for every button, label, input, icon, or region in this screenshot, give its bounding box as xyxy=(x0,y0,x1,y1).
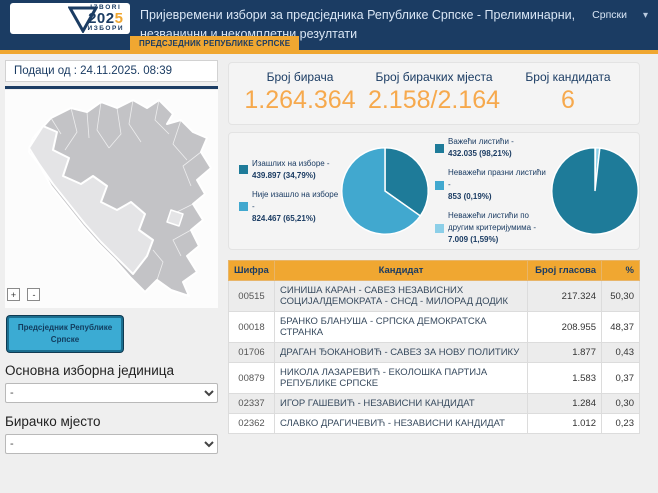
cell-candidate: БРАНКО БЛАНУША - СРПСКА ДЕМОКРАТСКА СТРА… xyxy=(275,312,528,343)
cell-code: 01706 xyxy=(229,343,275,363)
header: IZBORI 2025 ИЗБОРИ Пријевремени избори з… xyxy=(0,0,658,50)
stat-value: 1.264.364 xyxy=(233,86,367,115)
legend-item: Неважећи празни листићи -853 (0,19%) xyxy=(435,167,549,203)
legend-swatch xyxy=(435,181,444,190)
main-content: Број бирача 1.264.364 Број бирачких мјес… xyxy=(228,62,640,434)
turnout-pie-chart xyxy=(339,145,431,237)
ballots-pie-chart xyxy=(549,145,641,237)
map-panel[interactable]: + - xyxy=(5,90,218,308)
stat-value: 6 xyxy=(501,86,635,115)
table-row[interactable]: 02337ИГОР ГАШЕВИЋ - НЕЗАВИСНИ КАНДИДАТ1.… xyxy=(229,394,640,414)
table-header-row: Шифра Кандидат Број гласова % xyxy=(229,261,640,281)
col-header-candidate: Кандидат xyxy=(275,261,528,281)
legend-item: Није изашло на изборе -824.467 (65,21%) xyxy=(239,189,339,225)
cell-votes: 1.877 xyxy=(528,343,602,363)
cell-code: 00018 xyxy=(229,312,275,343)
table-row[interactable]: 01706ДРАГАН ЂОКАНОВИЋ - САВЕЗ ЗА НОВУ ПО… xyxy=(229,343,640,363)
pie-slice xyxy=(552,148,638,234)
bosnia-map[interactable] xyxy=(5,90,218,302)
president-rs-map-button[interactable]: Предсједник Републике Српске xyxy=(7,316,123,352)
cell-candidate: СЛАВКО ДРАГИЧЕВИЋ - НЕЗАВИСНИ КАНДИДАТ xyxy=(275,414,528,434)
legend-text: Важећи листићи -432.035 (98,21%) xyxy=(448,136,514,160)
legend-text: Неважећи листићи по другим критеријумима… xyxy=(448,210,549,246)
cell-code: 00515 xyxy=(229,281,275,312)
electoral-unit-select[interactable]: - xyxy=(5,383,218,403)
data-timestamp: Подаци од : 24.11.2025. 08:39 xyxy=(5,60,218,82)
cell-code: 00879 xyxy=(229,363,275,394)
polling-station-select[interactable]: - xyxy=(5,434,218,454)
results-table: Шифра Кандидат Број гласова % 00515СИНИШ… xyxy=(228,260,640,434)
legend-item: Неважећи листићи по другим критеријумима… xyxy=(435,210,549,246)
legend-item: Изашлих на изборе -439.897 (34,79%) xyxy=(239,158,339,182)
map-zoom-controls: + - xyxy=(7,288,43,306)
cell-code: 02337 xyxy=(229,394,275,414)
sidebar: Подаци од : 24.11.2025. 08:39 xyxy=(5,60,218,454)
language-label: Српски xyxy=(592,9,627,21)
table-row[interactable]: 02362СЛАВКО ДРАГИЧЕВИЋ - НЕЗАВИСНИ КАНДИ… xyxy=(229,414,640,434)
turnout-legend: Изашлих на изборе -439.897 (34,79%) Није … xyxy=(235,158,339,225)
legend-text: Није изашло на изборе -824.467 (65,21%) xyxy=(252,189,339,225)
results-table-body: 00515СИНИША КАРАН - САВЕЗ НЕЗАВИСНИХ СОЦ… xyxy=(229,281,640,434)
stat-label: Број кандидата xyxy=(501,70,635,84)
pie-charts-panel: Изашлих на изборе -439.897 (34,79%) Није … xyxy=(228,132,640,250)
cell-votes: 1.012 xyxy=(528,414,602,434)
cell-percent: 48,37 xyxy=(602,312,640,343)
summary-stats-panel: Број бирача 1.264.364 Број бирачких мјес… xyxy=(228,62,640,125)
electoral-unit-label: Основна изборна јединица xyxy=(5,363,218,378)
chevron-down-icon: ▾ xyxy=(643,10,648,21)
col-header-percent: % xyxy=(602,261,640,281)
app: IZBORI 2025 ИЗБОРИ Пријевремени избори з… xyxy=(0,0,658,493)
stat-polling-stations: Број бирачких мјеста 2.158/2.164 xyxy=(367,70,501,115)
cell-candidate: СИНИША КАРАН - САВЕЗ НЕЗАВИСНИХ СОЦИЈАЛД… xyxy=(275,281,528,312)
header-accent-strip xyxy=(0,50,658,54)
cell-code: 02362 xyxy=(229,414,275,434)
cell-votes: 1.284 xyxy=(528,394,602,414)
cell-candidate: ДРАГАН ЂОКАНОВИЋ - САВЕЗ ЗА НОВУ ПОЛИТИК… xyxy=(275,343,528,363)
cell-percent: 0,43 xyxy=(602,343,640,363)
table-row[interactable]: 00879НИКОЛА ЛАЗАРЕВИЋ - ЕКОЛОШКА ПАРТИЈА… xyxy=(229,363,640,394)
stat-voters: Број бирача 1.264.364 xyxy=(233,70,367,115)
cell-percent: 0,37 xyxy=(602,363,640,394)
cell-votes: 217.324 xyxy=(528,281,602,312)
ballots-legend: Важећи листићи -432.035 (98,21%) Неважећи… xyxy=(431,136,549,246)
polling-station-label: Бирачко мјесто xyxy=(5,414,218,429)
logo-year: 2025 xyxy=(88,11,123,26)
legend-swatch xyxy=(435,144,444,153)
legend-swatch xyxy=(239,165,248,174)
table-row[interactable]: 00515СИНИША КАРАН - САВЕЗ НЕЗАВИСНИХ СОЦ… xyxy=(229,281,640,312)
legend-text: Изашлих на изборе -439.897 (34,79%) xyxy=(252,158,330,182)
legend-item: Важећи листићи -432.035 (98,21%) xyxy=(435,136,549,160)
cell-percent: 0,23 xyxy=(602,414,640,434)
stat-label: Број бирачких мјеста xyxy=(367,70,501,84)
col-header-votes: Број гласова xyxy=(528,261,602,281)
results-table-wrap: Шифра Кандидат Број гласова % 00515СИНИШ… xyxy=(228,260,640,434)
cell-votes: 1.583 xyxy=(528,363,602,394)
legend-swatch xyxy=(435,224,444,233)
tab-president-rs[interactable]: ПРЕДСЈЕДНИК РЕПУБЛИКЕ СРПСКЕ xyxy=(130,36,299,51)
stat-value: 2.158/2.164 xyxy=(367,86,501,115)
stat-label: Број бирача xyxy=(233,70,367,84)
cell-percent: 50,30 xyxy=(602,281,640,312)
stat-candidates: Број кандидата 6 xyxy=(501,70,635,115)
logo-bottom-text: ИЗБОРИ xyxy=(88,26,124,33)
cell-candidate: НИКОЛА ЛАЗАРЕВИЋ - ЕКОЛОШКА ПАРТИЈА РЕПУ… xyxy=(275,363,528,394)
cell-candidate: ИГОР ГАШЕВИЋ - НЕЗАВИСНИ КАНДИДАТ xyxy=(275,394,528,414)
izbori-2025-logo[interactable]: IZBORI 2025 ИЗБОРИ xyxy=(10,3,130,34)
turnout-chart: Изашлих на изборе -439.897 (34,79%) Није … xyxy=(235,143,431,239)
divider xyxy=(5,86,218,89)
cell-percent: 0,30 xyxy=(602,394,640,414)
legend-swatch xyxy=(239,202,248,211)
cell-votes: 208.955 xyxy=(528,312,602,343)
legend-text: Неважећи празни листићи -853 (0,19%) xyxy=(448,167,549,203)
language-selector[interactable]: Српски ▾ xyxy=(592,9,648,21)
col-header-code: Шифра xyxy=(229,261,275,281)
table-row[interactable]: 00018БРАНКО БЛАНУША - СРПСКА ДЕМОКРАТСКА… xyxy=(229,312,640,343)
map-zoom-in-button[interactable]: + xyxy=(7,288,20,301)
ballots-chart: Важећи листићи -432.035 (98,21%)Неважећи… xyxy=(431,143,641,239)
map-zoom-out-button[interactable]: - xyxy=(27,288,40,301)
